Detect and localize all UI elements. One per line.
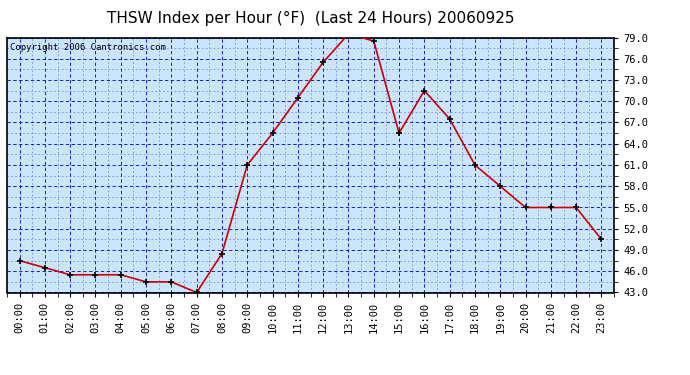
- Text: THSW Index per Hour (°F)  (Last 24 Hours) 20060925: THSW Index per Hour (°F) (Last 24 Hours)…: [107, 11, 514, 26]
- Text: Copyright 2006 Cantronics.com: Copyright 2006 Cantronics.com: [10, 43, 166, 52]
